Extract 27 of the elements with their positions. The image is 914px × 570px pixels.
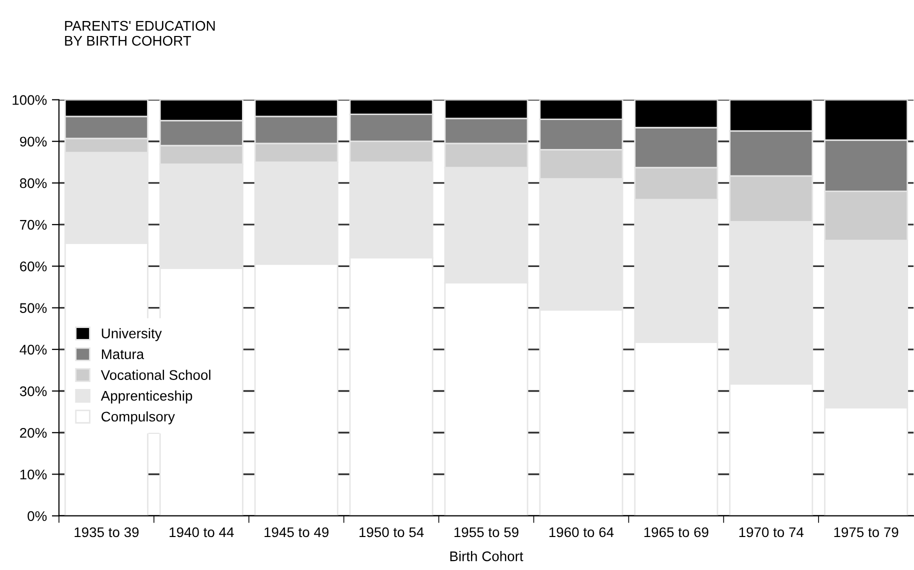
y-tick-label: 10% bbox=[20, 470, 47, 480]
chart-title: PARENTS' EDUCATION BY BIRTH COHORT bbox=[65, 20, 215, 46]
y-tick-label: 30% bbox=[20, 386, 47, 396]
x-tick-label: 1935 to 39 bbox=[74, 527, 139, 538]
x-tick-label: 1970 to 74 bbox=[739, 527, 804, 538]
legend-label: Vocational School bbox=[100, 370, 210, 380]
y-tick-label: 100% bbox=[12, 95, 47, 105]
y-tick-label: 70% bbox=[20, 220, 47, 230]
x-tick-label: 1945 to 49 bbox=[264, 527, 329, 538]
y-tick-label: 50% bbox=[20, 303, 47, 313]
x-tick-label: 1940 to 44 bbox=[170, 527, 234, 538]
x-tick-label: 1950 to 54 bbox=[360, 527, 424, 538]
legend-label: Matura bbox=[102, 349, 144, 360]
legend-label: Apprenticeship bbox=[100, 390, 192, 404]
x-axis-title: Birth Cohort bbox=[450, 551, 524, 562]
legend-label: University bbox=[102, 328, 162, 342]
y-tick-label: 40% bbox=[20, 344, 47, 355]
x-tick-label: 1960 to 64 bbox=[549, 527, 614, 538]
y-tick-label: 0% bbox=[28, 511, 47, 522]
x-tick-label: 1955 to 59 bbox=[454, 527, 518, 538]
y-tick-label: 20% bbox=[20, 428, 47, 438]
y-tick-label: 80% bbox=[20, 178, 47, 188]
legend-label: Compulsory bbox=[102, 411, 175, 424]
x-tick-label: 1975 to 79 bbox=[834, 527, 898, 538]
y-tick-label: 60% bbox=[20, 262, 47, 272]
x-tick-label: 1965 to 69 bbox=[644, 527, 708, 538]
y-tick-label: 90% bbox=[20, 136, 47, 147]
